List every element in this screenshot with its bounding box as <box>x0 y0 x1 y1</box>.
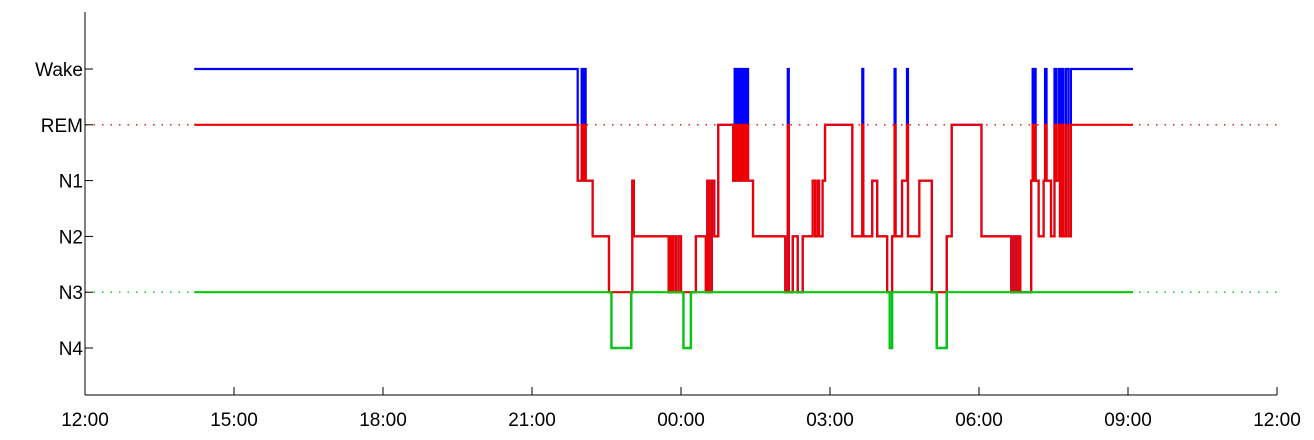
x-tick-label: 15:00 <box>210 410 258 431</box>
x-tick-label: 18:00 <box>359 410 407 431</box>
y-tick-label: REM <box>41 116 83 137</box>
wake-trace <box>194 67 1133 350</box>
deep-sleep-trace <box>194 291 1133 350</box>
light-sleep-trace <box>194 123 1133 294</box>
y-tick-label: Wake <box>35 60 83 81</box>
x-tick-label: 12:00 <box>61 410 109 431</box>
y-tick-label: N1 <box>59 172 83 193</box>
x-tick-label: 21:00 <box>508 410 556 431</box>
x-tick-label: 06:00 <box>955 410 1003 431</box>
hypnogram-series <box>194 67 1133 350</box>
x-tick-label: 09:00 <box>1104 410 1152 431</box>
x-tick-label: 12:00 <box>1253 410 1301 431</box>
x-tick-label: 00:00 <box>657 410 705 431</box>
y-tick-label: N2 <box>59 227 83 248</box>
y-axis-ticks: Wake REM N1 N2 N3 N4 <box>35 60 93 360</box>
y-tick-label: N4 <box>59 339 84 360</box>
x-tick-label: 03:00 <box>806 410 854 431</box>
y-tick-label: N3 <box>59 283 83 304</box>
x-axis-ticks: 12:00 15:00 18:00 21:00 00:00 03:00 06:00 09:00… <box>61 387 1301 431</box>
